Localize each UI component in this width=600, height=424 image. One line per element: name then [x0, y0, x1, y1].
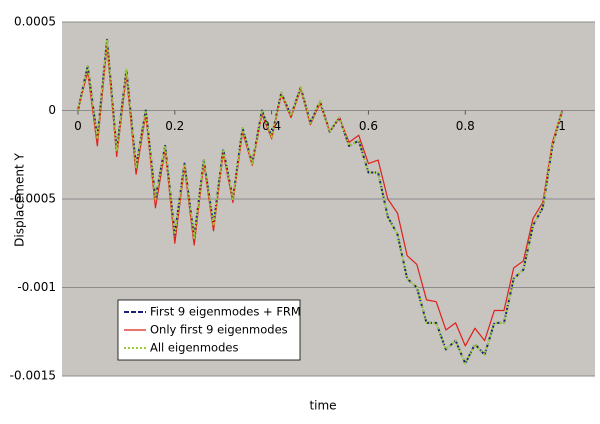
x-axis-label: time [309, 399, 336, 413]
y-tick-label: 0 [48, 103, 56, 117]
y-tick-label: -0.0015 [10, 369, 56, 383]
x-tick-label: 1 [558, 119, 566, 133]
legend-box [117, 299, 301, 361]
x-tick-label: 0.8 [456, 119, 475, 133]
y-tick-label: -0.0005 [10, 192, 56, 206]
y-tick-label: -0.001 [17, 280, 56, 294]
x-tick-label: 0.2 [165, 119, 184, 133]
x-tick-label: 0.6 [359, 119, 378, 133]
legend-label: First 9 eigenmodes + FRM [150, 305, 301, 319]
series-line [77, 38, 564, 365]
legend-label: Only first 9 eigenmodes [150, 323, 288, 337]
y-tick-label: 0.0005 [14, 15, 56, 29]
y-axis-label: Displacement Y [13, 153, 27, 247]
x-tick-label: 0 [74, 119, 82, 133]
legend-label: All eigenmodes [150, 341, 238, 355]
